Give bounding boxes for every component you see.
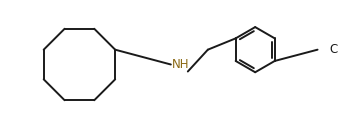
Text: NH: NH [172, 58, 190, 71]
Text: Cl: Cl [330, 43, 338, 56]
